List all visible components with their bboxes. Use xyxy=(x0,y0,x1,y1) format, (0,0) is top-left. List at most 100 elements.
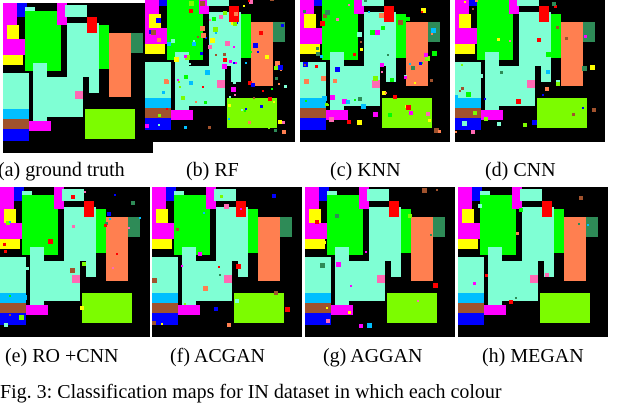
class-region xyxy=(305,313,331,325)
class-region xyxy=(455,98,481,108)
class-region xyxy=(389,201,399,217)
panel-knn xyxy=(300,0,450,142)
misclassified-patch xyxy=(189,81,193,85)
misclassified-patch xyxy=(201,33,206,38)
misclassified-patch xyxy=(336,18,339,21)
misclassified-patch xyxy=(179,86,181,88)
misclassified-patch xyxy=(214,307,218,311)
class-region xyxy=(469,0,479,6)
class-region xyxy=(359,187,369,209)
misclassified-patch xyxy=(176,228,179,231)
misclassified-patch xyxy=(131,201,135,205)
class-region xyxy=(238,247,248,277)
misclassified-patch xyxy=(382,91,386,95)
misclassified-patch xyxy=(9,314,11,316)
misclassified-patch xyxy=(203,212,205,214)
misclassified-patch xyxy=(166,108,168,110)
misclassified-patch xyxy=(565,37,568,40)
misclassified-patch xyxy=(370,30,375,35)
misclassified-patch xyxy=(406,105,411,110)
class-region xyxy=(14,187,24,201)
class-region xyxy=(564,217,586,281)
misclassified-patch xyxy=(273,101,275,103)
misclassified-patch xyxy=(359,324,363,328)
class-region xyxy=(455,28,477,44)
misclassified-patch xyxy=(424,53,428,57)
class-region xyxy=(537,98,587,128)
misclassified-patch xyxy=(461,87,464,90)
misclassified-patch xyxy=(361,104,366,109)
misclassified-patch xyxy=(184,303,186,305)
class-region xyxy=(391,247,401,277)
misclassified-patch xyxy=(419,62,422,65)
misclassified-patch xyxy=(72,225,75,228)
misclassified-patch xyxy=(231,22,234,25)
class-region xyxy=(175,52,189,110)
misclassified-patch xyxy=(387,54,389,56)
misclassified-patch xyxy=(426,112,430,116)
misclassified-patch xyxy=(329,117,334,122)
misclassified-patch xyxy=(360,48,363,51)
figure-caption: Fig. 3: Classification maps for IN datas… xyxy=(0,381,502,403)
misclassified-patch xyxy=(80,306,84,310)
misclassified-patch xyxy=(434,128,439,133)
misclassified-patch xyxy=(229,60,232,63)
misclassified-patch xyxy=(185,55,190,60)
misclassified-patch xyxy=(177,79,179,81)
class-region xyxy=(3,119,29,129)
class-region xyxy=(458,313,484,325)
misclassified-patch xyxy=(421,11,423,13)
misclassified-patch xyxy=(212,17,216,21)
misclassified-patch xyxy=(197,36,199,38)
misclassified-patch xyxy=(414,82,416,84)
misclassified-patch xyxy=(248,0,250,2)
misclassified-patch xyxy=(433,283,438,288)
misclassified-patch xyxy=(248,81,252,85)
caption-ground-truth: (a) ground truth xyxy=(0,159,125,181)
misclassified-patch xyxy=(184,126,187,129)
misclassified-patch xyxy=(84,191,86,193)
misclassified-patch xyxy=(193,40,195,42)
misclassified-patch xyxy=(375,30,380,35)
misclassified-patch xyxy=(265,55,269,59)
misclassified-patch xyxy=(421,8,426,13)
class-region xyxy=(387,293,437,323)
misclassified-patch xyxy=(360,41,362,43)
class-region xyxy=(362,0,384,6)
misclassified-patch xyxy=(432,51,437,56)
misclassified-patch xyxy=(346,100,350,104)
misclassified-patch xyxy=(373,76,378,81)
misclassified-patch xyxy=(274,291,278,295)
class-region xyxy=(87,17,97,33)
class-region xyxy=(248,209,258,253)
misclassified-patch xyxy=(330,95,335,100)
misclassified-patch xyxy=(184,55,187,58)
misclassified-patch xyxy=(484,117,488,121)
misclassified-patch xyxy=(259,31,263,35)
class-region xyxy=(207,0,229,6)
misclassified-patch xyxy=(228,118,230,120)
caption-rf: (b) RF xyxy=(186,159,239,181)
misclassified-patch xyxy=(227,323,231,327)
misclassified-patch xyxy=(152,321,156,325)
misclassified-patch xyxy=(556,26,559,29)
misclassified-patch xyxy=(461,64,463,66)
class-region xyxy=(326,110,348,120)
misclassified-patch xyxy=(417,300,419,302)
misclassified-patch xyxy=(348,4,350,6)
misclassified-patch xyxy=(500,71,503,74)
class-region xyxy=(458,223,480,239)
misclassified-patch xyxy=(509,40,511,42)
class-region xyxy=(484,305,506,315)
misclassified-patch xyxy=(174,57,179,62)
panel-acgan xyxy=(152,187,302,337)
misclassified-patch xyxy=(336,262,341,267)
misclassified-patch xyxy=(189,1,194,6)
misclassified-patch xyxy=(272,194,276,198)
misclassified-patch xyxy=(592,108,596,112)
misclassified-patch xyxy=(168,77,171,80)
misclassified-patch xyxy=(248,121,251,124)
misclassified-patch xyxy=(42,225,47,230)
misclassified-patch xyxy=(409,111,413,115)
misclassified-patch xyxy=(114,194,116,196)
